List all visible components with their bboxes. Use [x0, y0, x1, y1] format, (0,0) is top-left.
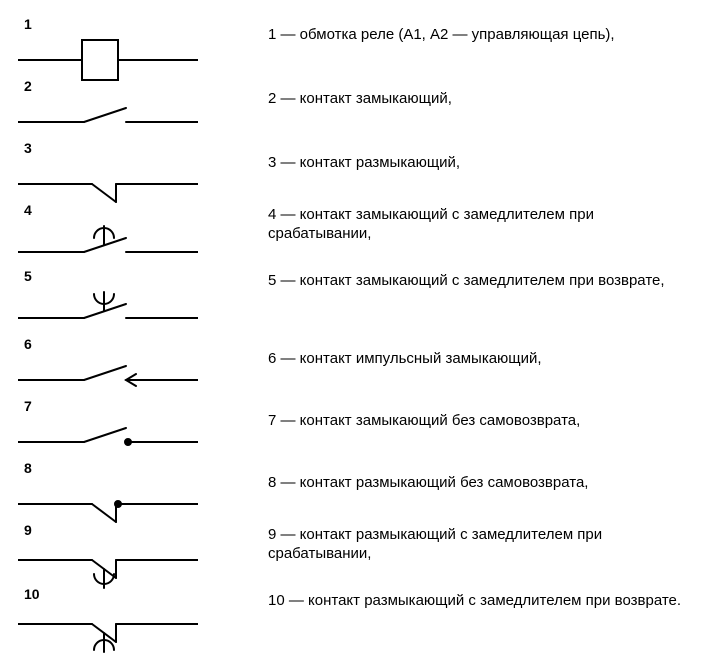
no-delay-operate-icon [18, 224, 198, 268]
relay-coil-icon [18, 38, 198, 82]
nc-contact-icon [18, 162, 198, 206]
legend-entry: 2 — контакт замыкающий, [268, 90, 696, 109]
symbol-row: 5 [18, 290, 198, 334]
nc-delay-release-icon [18, 608, 198, 656]
symbol-number: 4 [24, 202, 32, 218]
symbol-row: 1 [18, 38, 198, 82]
symbol-row: 3 [18, 162, 198, 206]
symbol-row: 7 [18, 420, 198, 464]
nc-delay-operate-icon [18, 544, 198, 592]
symbol-number: 1 [24, 16, 32, 32]
symbol-row: 10 [18, 608, 198, 656]
legend-entry: 5 — контакт замыкающий с замедлителем пр… [268, 272, 696, 291]
legend-entry: 4 — контакт замыкающий с замедлителем пр… [268, 206, 696, 244]
legend-entry: 10 — контакт размыкающий с замедлителем … [268, 592, 696, 611]
legend-entry: 1 — обмотка реле (А1, А2 — управляющая ц… [268, 26, 696, 45]
symbol-row: 8 [18, 482, 198, 526]
symbol-number: 10 [24, 586, 40, 602]
symbol-number: 3 [24, 140, 32, 156]
symbol-row: 2 [18, 100, 198, 144]
legend-entry: 9 — контакт размыкающий с замедлителем п… [268, 526, 696, 564]
diagram-root: 1 2 3 [0, 0, 720, 644]
nc-latching-icon [18, 482, 198, 526]
symbol-number: 5 [24, 268, 32, 284]
symbol-row: 4 [18, 224, 198, 268]
symbol-number: 8 [24, 460, 32, 476]
symbol-number: 6 [24, 336, 32, 352]
legend-entry: 7 — контакт замыкающий без самовозврата, [268, 412, 696, 431]
symbol-number: 2 [24, 78, 32, 94]
no-latching-icon [18, 420, 198, 464]
legend-entry: 6 — контакт импульсный замыкающий, [268, 350, 696, 369]
symbol-number: 7 [24, 398, 32, 414]
symbol-row: 9 [18, 544, 198, 592]
no-contact-icon [18, 100, 198, 144]
symbol-number: 9 [24, 522, 32, 538]
no-impulse-icon [18, 358, 198, 402]
legend-entry: 8 — контакт размыкающий без самовозврата… [268, 474, 696, 493]
symbol-row: 6 [18, 358, 198, 402]
symbols-column: 1 2 3 [18, 8, 248, 636]
no-delay-release-icon [18, 290, 198, 334]
legend-column: 1 — обмотка реле (А1, А2 — управляющая ц… [248, 8, 706, 636]
legend-entry: 3 — контакт размыкающий, [268, 154, 696, 173]
